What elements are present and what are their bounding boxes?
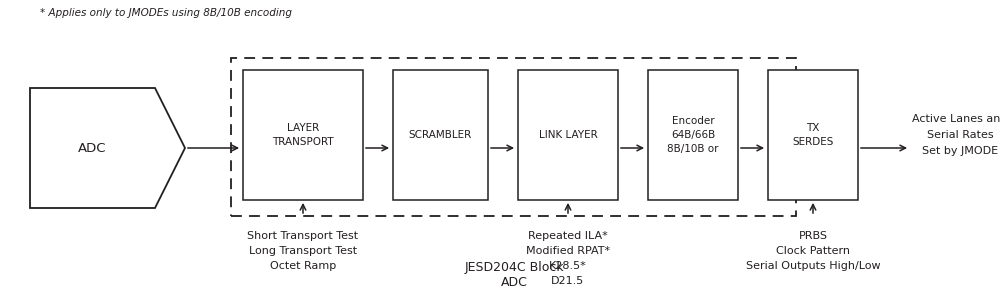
Text: Active Lanes and: Active Lanes and [912, 114, 1001, 124]
Bar [648, 70, 738, 200]
Text: SCRAMBLER: SCRAMBLER [408, 130, 471, 140]
Text: Modified RPAT*: Modified RPAT* [526, 246, 610, 256]
Text: LAYER: LAYER [287, 123, 319, 133]
Text: PRBS: PRBS [799, 231, 828, 241]
Text: TRANSPORT: TRANSPORT [272, 137, 333, 147]
Text: ADC: ADC [78, 141, 106, 155]
Text: * Applies only to JMODEs using 8B/10B encoding: * Applies only to JMODEs using 8B/10B en… [40, 8, 292, 18]
Text: Octet Ramp: Octet Ramp [270, 261, 336, 271]
Bar [768, 70, 858, 200]
Text: LINK LAYER: LINK LAYER [539, 130, 598, 140]
Text: Serial Outputs High/Low: Serial Outputs High/Low [746, 261, 880, 271]
Polygon shape [30, 88, 185, 208]
Text: Short Transport Test: Short Transport Test [247, 231, 358, 241]
Text: Long Transport Test: Long Transport Test [249, 246, 357, 256]
Bar [231, 58, 796, 216]
Text: Set by JMODE: Set by JMODE [922, 146, 998, 156]
Text: Repeated ILA*: Repeated ILA* [529, 231, 608, 241]
Text: K28.5*: K28.5* [550, 261, 587, 271]
Text: 8B/10B or: 8B/10B or [668, 144, 719, 154]
Bar [393, 70, 488, 200]
Bar [518, 70, 618, 200]
Text: ADC: ADC [500, 276, 528, 289]
Text: TX: TX [807, 123, 820, 133]
Text: Encoder: Encoder [672, 116, 715, 126]
Text: D21.5: D21.5 [552, 276, 585, 286]
Text: 64B/66B: 64B/66B [671, 130, 715, 140]
Bar [243, 70, 363, 200]
Text: Serial Rates: Serial Rates [927, 130, 993, 140]
Text: JESD204C Block: JESD204C Block [464, 261, 564, 274]
Text: Clock Pattern: Clock Pattern [776, 246, 850, 256]
Text: SERDES: SERDES [793, 137, 834, 147]
